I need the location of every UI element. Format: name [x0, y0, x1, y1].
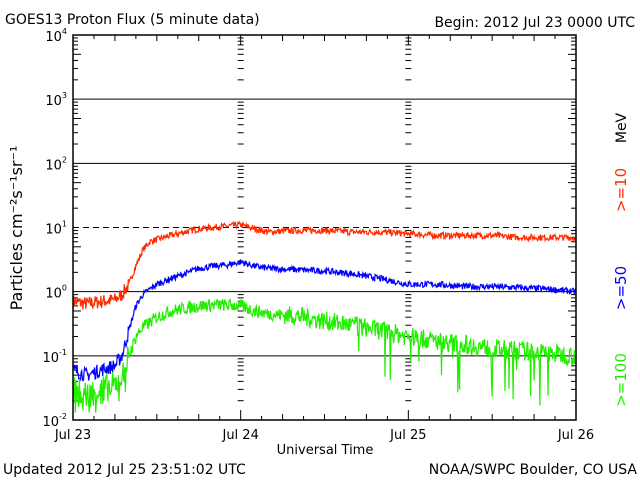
y-tick-label: 104: [45, 27, 67, 45]
legend-label-0: >=10: [612, 168, 630, 212]
y-tick-label: 102: [45, 155, 67, 173]
plot-frame: [72, 34, 577, 421]
x-axis-label: Universal Time: [277, 443, 374, 458]
legend: >=10 >=50 >=100: [612, 168, 630, 407]
updated-timestamp: Updated 2012 Jul 25 23:51:02 UTC: [3, 462, 246, 478]
units-label: MeV: [614, 112, 630, 143]
y-tick-label: 100: [45, 284, 67, 302]
y-tick-label: 10-1: [42, 348, 67, 366]
x-tick-label: Jul 24: [221, 428, 258, 443]
begin-label: Begin: 2012 Jul 23 0000 UTC: [434, 15, 635, 31]
x-tick-label: Jul 23: [54, 428, 91, 443]
y-axis-label: Particles cm⁻²s⁻¹sr⁻¹: [7, 146, 26, 311]
series-line-1: [72, 259, 577, 382]
y-tick-label: 10-2: [42, 412, 67, 430]
series-line-2: [72, 298, 577, 413]
series-group: [72, 220, 577, 413]
legend-label-1: >=50: [612, 266, 630, 310]
series-line-0: [72, 220, 577, 311]
x-tick-label: Jul 26: [557, 428, 594, 443]
y-tick-labels: 104 103 102 101 100 10-1 10-2: [42, 27, 67, 430]
y-tick-label: 103: [45, 91, 67, 109]
grid: [72, 35, 577, 420]
x-tick-label: Jul 25: [389, 428, 426, 443]
credit-label: NOAA/SWPC Boulder, CO USA: [429, 462, 638, 478]
y-tick-label: 101: [45, 220, 67, 238]
x-tick-labels: Jul 23 Jul 24 Jul 25 Jul 26: [54, 428, 594, 443]
chart-title: GOES13 Proton Flux (5 minute data): [5, 12, 260, 28]
legend-label-2: >=100: [612, 353, 630, 407]
